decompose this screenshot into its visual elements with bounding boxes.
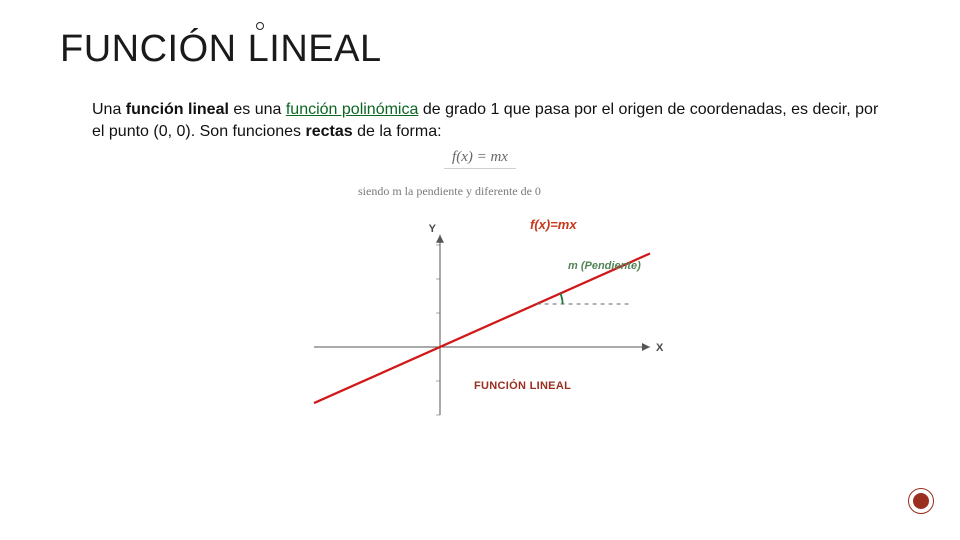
svg-text:Y: Y bbox=[429, 223, 437, 235]
bold-term-funcion-lineal: función lineal bbox=[126, 101, 229, 118]
bold-term-rectas: rectas bbox=[305, 123, 352, 140]
slide: FUNCIÓN LINEAL Una función lineal es una… bbox=[0, 0, 960, 540]
formula-fx-mx: f(x) = mx bbox=[444, 149, 516, 169]
title-accent-circle bbox=[256, 22, 264, 30]
link-funcion-polinomica[interactable]: función polinómica bbox=[286, 101, 419, 118]
slide-corner-badge-icon bbox=[908, 488, 934, 514]
definition-paragraph: Una función lineal es una función polinó… bbox=[92, 99, 890, 142]
svg-text:FUNCIÓN LINEAL: FUNCIÓN LINEAL bbox=[474, 379, 571, 392]
text-run: Una bbox=[92, 101, 126, 118]
text-run: de la forma: bbox=[353, 123, 442, 140]
graph-svg: siendo m la pendiente y diferente de 0 Y X… bbox=[270, 177, 690, 457]
linear-function-graph: siendo m la pendiente y diferente de 0 Y X… bbox=[270, 177, 690, 457]
page-title: FUNCIÓN LINEAL bbox=[60, 28, 900, 71]
svg-text:X: X bbox=[656, 342, 664, 354]
formula-container: f(x) = mx bbox=[60, 148, 900, 169]
text-run: es una bbox=[229, 101, 286, 118]
svg-text:m (Pendiente): m (Pendiente) bbox=[568, 260, 641, 272]
svg-text:siendo m la pendiente y difere: siendo m la pendiente y diferente de 0 bbox=[358, 184, 541, 198]
svg-text:f(x)=mx: f(x)=mx bbox=[530, 217, 577, 232]
